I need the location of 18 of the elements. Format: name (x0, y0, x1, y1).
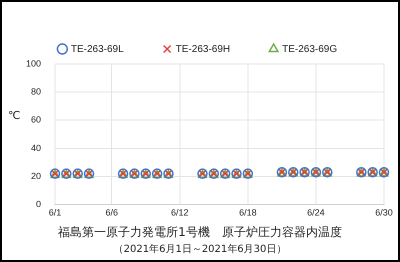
x-tick-label: 6/6 (105, 207, 118, 218)
text: 福島第一原子力発電所1号機 原子炉圧力容器内温度 (57, 224, 343, 241)
y-tick-label: 40 (31, 142, 42, 153)
y-tick-label: 0 (36, 199, 42, 210)
legend-label: TE-263-69G (282, 44, 338, 55)
x-tick-label: 6/1 (48, 207, 62, 218)
x-tick-label: 6/24 (307, 207, 325, 218)
y-tick-label: 80 (31, 86, 42, 97)
x-tick-label: 6/18 (239, 207, 257, 218)
y-axis-title: ℃ (8, 108, 20, 122)
y-tick-label: 20 (31, 170, 42, 181)
y-tick-label: 100 (26, 58, 42, 68)
x-tick-label: 6/30 (375, 207, 393, 218)
x-tick-label: 6/12 (171, 207, 189, 218)
legend-label: TE-263-69H (176, 44, 230, 55)
text: （2021年6月1日～2021年6月30日） (112, 243, 288, 256)
legend-label: TE-263-69L (70, 44, 124, 55)
y-tick-label: 60 (31, 114, 42, 125)
